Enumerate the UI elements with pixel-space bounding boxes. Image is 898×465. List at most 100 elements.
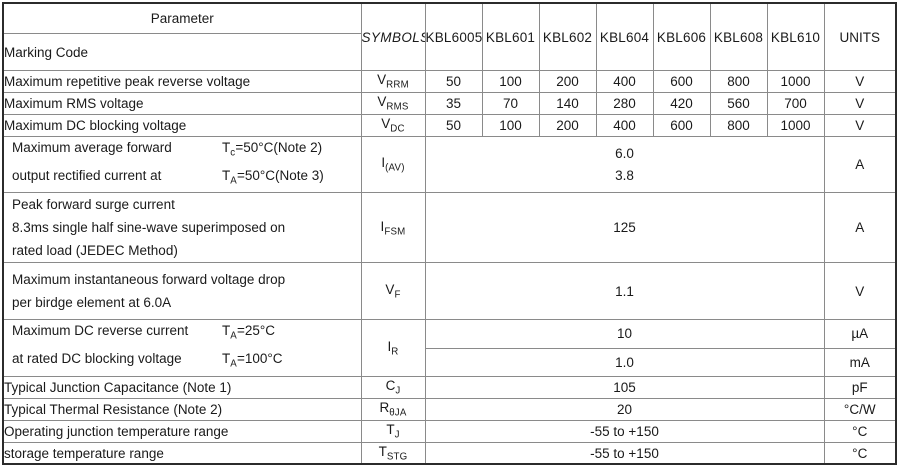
header-symbols: SYMBOLS xyxy=(360,2,426,71)
cell-vrrm-kbl606: 600 xyxy=(652,70,711,93)
cell-vrms-unit: V xyxy=(823,92,897,115)
table-row-iav: Maximum average forward Tc=50°C(Note 2) o… xyxy=(2,135,897,194)
cell-vrms-kbl601: 70 xyxy=(481,92,540,115)
header-part-kbl608: KBL608 xyxy=(709,2,768,71)
cell-vdc-kbl601: 100 xyxy=(481,114,540,137)
row-label-vrms: Maximum RMS voltage xyxy=(2,92,362,115)
row-symbol-vrrm: VRRM xyxy=(360,70,426,93)
row-label-vdc: Maximum DC blocking voltage xyxy=(2,114,362,137)
cell-vdc-kbl604: 400 xyxy=(595,114,654,137)
header-part-kbl602: KBL602 xyxy=(538,2,597,71)
row-label-vf-line1: Maximum instantaneous forward voltage dr… xyxy=(12,272,286,288)
cell-iav-merged-values: 6.0 3.8 xyxy=(424,135,825,194)
header-part-kbl606: KBL606 xyxy=(652,2,711,71)
row-symbol-tj: TJ xyxy=(360,419,426,443)
table-header-row-marking: Marking Code xyxy=(2,33,896,71)
row-label-ifsm-line2: 8.3ms single half sine-wave superimposed… xyxy=(12,220,286,236)
row-label-ifsm: Peak forward surge current 8.3ms single … xyxy=(2,192,362,264)
row-label-tj: Operating junction temperature range xyxy=(2,419,362,443)
cell-cj-unit: pF xyxy=(823,375,897,399)
table-row-ifsm: Peak forward surge current 8.3ms single … xyxy=(2,192,897,264)
cell-vf-merged-value: 1.1 xyxy=(424,262,825,321)
header-part-kbl604: KBL604 xyxy=(595,2,654,71)
header-units: UNITS xyxy=(823,2,897,71)
cell-vdc-unit: V xyxy=(823,114,897,137)
cell-vf-unit: V xyxy=(823,262,897,321)
cell-ir-value-25c: 10 xyxy=(424,319,825,349)
row-condition-ir-1: TA=25°C xyxy=(222,323,275,343)
row-label-tstg: storage temperature range xyxy=(2,441,362,465)
row-condition-iav-2: TA=50°C(Note 3) xyxy=(222,167,324,187)
cell-vdc-kbl610: 1000 xyxy=(766,114,825,137)
cell-vrms-kbl604: 280 xyxy=(595,92,654,115)
cell-tj-unit: °C xyxy=(823,419,897,443)
header-part-kbl6005: KBL6005 xyxy=(424,2,483,71)
cell-rthja-unit: °C/W xyxy=(823,397,897,421)
row-condition-iav-1: Tc=50°C(Note 2) xyxy=(222,140,323,159)
cell-vrrm-kbl601: 100 xyxy=(481,70,540,93)
row-label-ir-line2: at rated DC blocking voltage xyxy=(12,351,182,367)
row-label-vf-line2: per birdge element at 6.0A xyxy=(12,295,172,311)
table-row-rthja: Typical Thermal Resistance (Note 2) RθJA… xyxy=(2,397,897,421)
cell-iav-unit: A xyxy=(823,135,897,194)
cell-vrrm-kbl602: 200 xyxy=(538,70,597,93)
cell-vrms-kbl610: 700 xyxy=(766,92,825,115)
row-symbol-cj: CJ xyxy=(360,375,426,399)
header-parameter: Parameter xyxy=(2,2,362,34)
row-symbol-iav: I(AV) xyxy=(360,135,426,194)
row-label-cj: Typical Junction Capacitance (Note 1) xyxy=(2,375,362,399)
row-symbol-tstg: TSTG xyxy=(360,441,426,465)
table-row-vf: Maximum instantaneous forward voltage dr… xyxy=(2,262,897,321)
cell-tstg-unit: °C xyxy=(823,441,897,465)
cell-vrms-kbl606: 420 xyxy=(652,92,711,115)
table-row-cj: Typical Junction Capacitance (Note 1) CJ… xyxy=(2,375,897,399)
row-label-iav-line2: output rectified current at xyxy=(12,167,162,183)
table-row-tj: Operating junction temperature range TJ … xyxy=(2,419,897,443)
row-condition-ir-2: TA=100°C xyxy=(222,351,283,370)
row-label-vrrm: Maximum repetitive peak reverse voltage xyxy=(2,70,362,93)
table-row-ir-25c: Maximum DC reverse current TA=25°C at rat… xyxy=(2,319,897,377)
cell-vrrm-kbl604: 400 xyxy=(595,70,654,93)
cell-vrms-kbl6005: 35 xyxy=(424,92,483,115)
row-symbol-vrms: VRMS xyxy=(360,92,426,115)
table-header-row-parameter: Parameter SYMBOLS KBL6005 KBL601 KBL602 … xyxy=(2,2,897,71)
header-marking-code: Marking Code xyxy=(2,33,362,71)
cell-ifsm-unit: A xyxy=(823,192,897,264)
row-label-ifsm-line1: Peak forward surge current xyxy=(12,197,175,213)
row-symbol-ir: IR xyxy=(360,319,426,377)
cell-tstg-merged-value: -55 to +150 xyxy=(424,441,825,465)
table-row-vrms: Maximum RMS voltage VRMS 35 70 140 280 4… xyxy=(2,92,897,115)
cell-ir-value-100c: 1.0 xyxy=(424,347,825,377)
row-symbol-ifsm: IFSM xyxy=(360,192,426,264)
cell-ir-unit-25c: µA xyxy=(823,319,897,349)
cell-vrrm-kbl610: 1000 xyxy=(766,70,825,93)
cell-vdc-kbl608: 800 xyxy=(709,114,768,137)
row-label-rthja: Typical Thermal Resistance (Note 2) xyxy=(2,397,362,421)
cell-ifsm-merged-value: 125 xyxy=(424,192,825,264)
table-row-vrrm: Maximum repetitive peak reverse voltage … xyxy=(2,70,897,93)
row-label-ir-line1: Maximum DC reverse current xyxy=(12,323,189,339)
cell-tj-merged-value: -55 to +150 xyxy=(424,419,825,443)
table-row-ir-100c: 1.0 mA xyxy=(3,347,897,377)
cell-vrms-kbl602: 140 xyxy=(538,92,597,115)
row-symbol-vf: VF xyxy=(360,262,426,321)
cell-cj-merged-value: 105 xyxy=(424,375,825,399)
row-symbol-rthja: RθJA xyxy=(360,397,426,421)
cell-vrms-kbl608: 560 xyxy=(709,92,768,115)
cell-rthja-merged-value: 20 xyxy=(424,397,825,421)
row-symbol-vdc: VDC xyxy=(360,114,426,137)
cell-vrrm-kbl608: 800 xyxy=(709,70,768,93)
cell-vdc-kbl6005: 50 xyxy=(424,114,483,137)
cell-vrrm-kbl6005: 50 xyxy=(424,70,483,93)
header-part-kbl601: KBL601 xyxy=(481,2,540,71)
row-label-vf: Maximum instantaneous forward voltage dr… xyxy=(2,262,362,321)
table-row-vdc: Maximum DC blocking voltage VDC 50 100 2… xyxy=(2,114,897,137)
row-label-ir: Maximum DC reverse current TA=25°C at rat… xyxy=(2,319,362,377)
cell-iav-value-tc: 6.0 xyxy=(615,145,634,161)
cell-iav-value-ta: 3.8 xyxy=(615,167,634,183)
header-part-kbl610: KBL610 xyxy=(766,2,825,71)
row-label-iav: Maximum average forward Tc=50°C(Note 2) o… xyxy=(2,135,362,194)
row-label-iav-line1: Maximum average forward xyxy=(12,140,172,155)
table-row-tstg: storage temperature range TSTG -55 to +1… xyxy=(2,441,897,465)
